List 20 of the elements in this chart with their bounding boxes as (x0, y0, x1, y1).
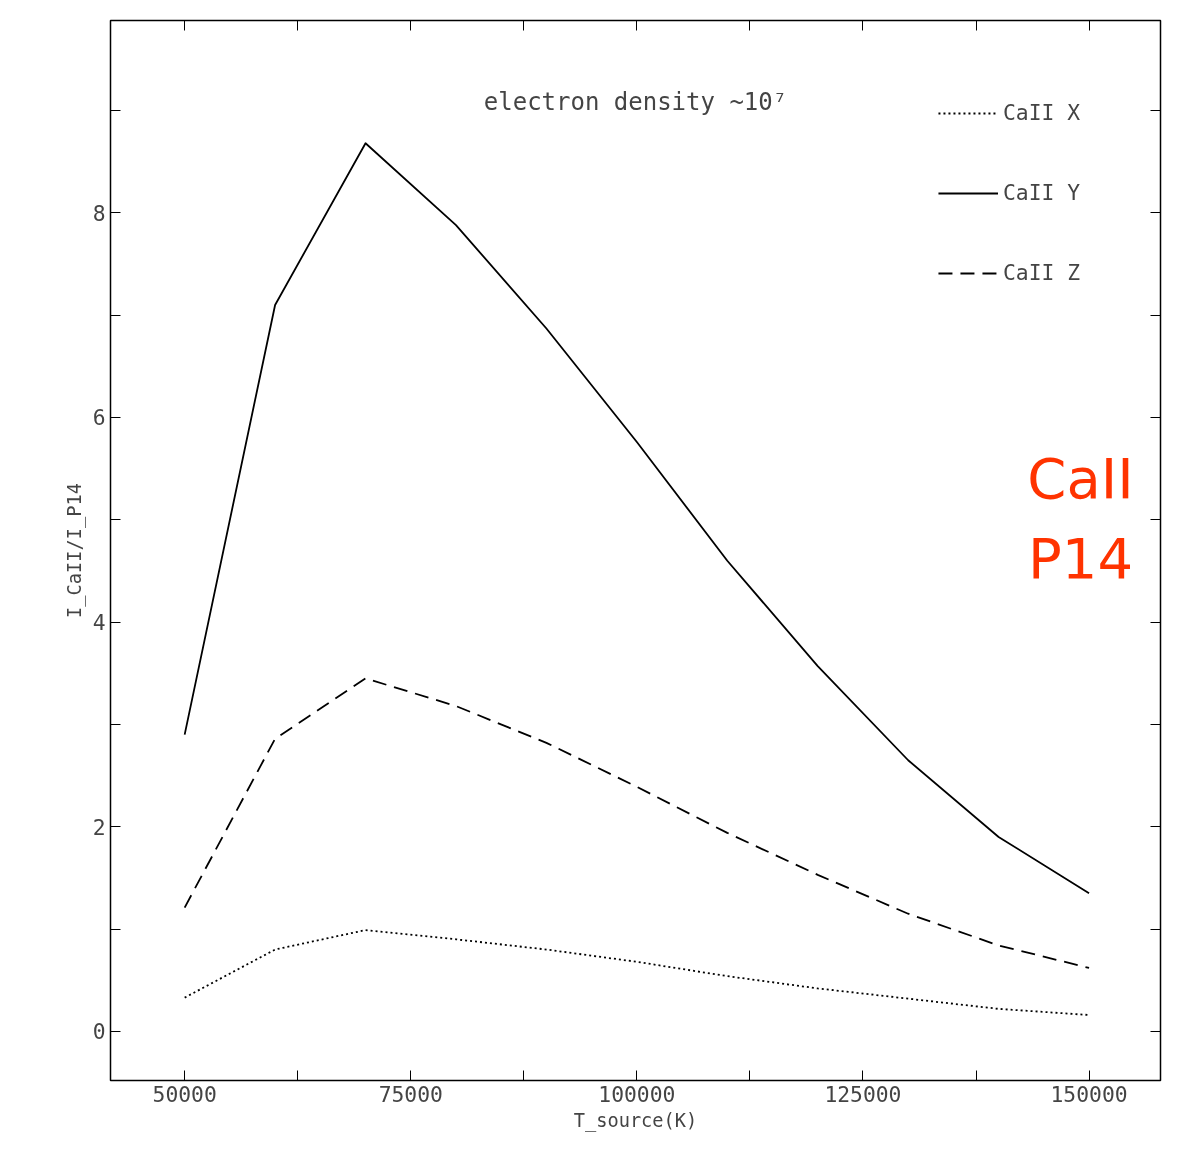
x-tick-label: 100000 (598, 1081, 676, 1107)
legend-label: CaII X (1002, 100, 1080, 125)
y-tick-label: 2 (92, 814, 106, 840)
y-tick-label: 6 (92, 405, 106, 431)
y-axis-title: I_CaII/I_P14 (63, 483, 86, 618)
line-series (183, 677, 1090, 969)
x-tick-label: 75000 (378, 1081, 443, 1107)
x-tick-label: 50000 (152, 1081, 217, 1107)
x-tick-label: 150000 (1050, 1081, 1128, 1107)
legend-label: CaII Z (1002, 260, 1080, 285)
annotation: P14 (1027, 525, 1134, 591)
line-series (183, 929, 1090, 1016)
x-axis-title: T_source(K) (573, 1109, 698, 1132)
y-tick-label: 4 (92, 610, 106, 636)
y-tick-label: 0 (92, 1019, 106, 1045)
x-tick-label: 125000 (824, 1081, 902, 1107)
annotation: CaII (1027, 445, 1134, 511)
y-tick-label: 8 (92, 200, 106, 226)
legend-label: CaII Y (1002, 180, 1080, 205)
text: electron density ~10⁷ (483, 87, 788, 116)
